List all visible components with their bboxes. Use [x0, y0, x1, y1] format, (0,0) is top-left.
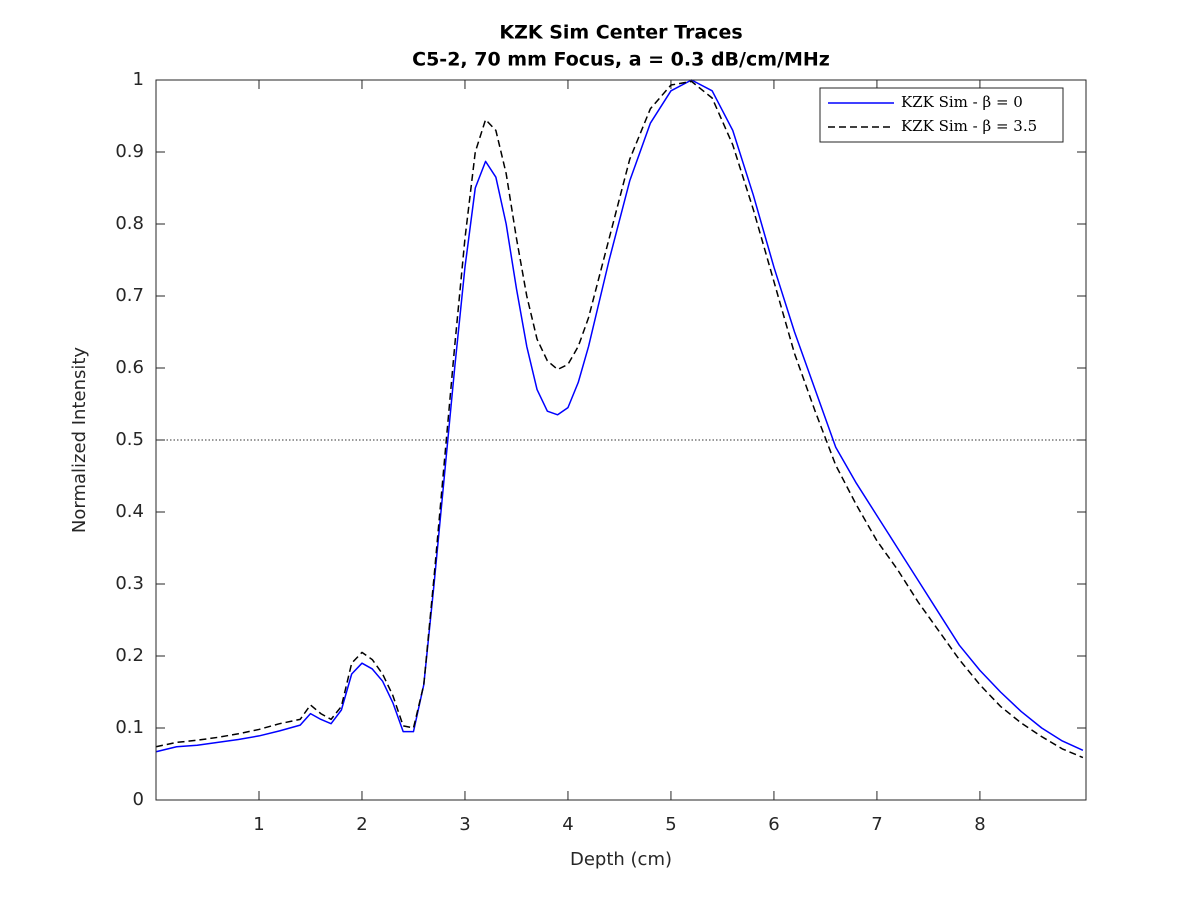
x-tick-label: 5 [665, 814, 676, 835]
x-axis-label: Depth (cm) [570, 849, 672, 870]
y-tick-label: 0.4 [115, 501, 144, 522]
y-tick-label: 0.5 [115, 429, 144, 450]
axes-box [155, 79, 1087, 801]
x-tick-label: 4 [562, 814, 573, 835]
y-tick-label: 1 [133, 69, 144, 90]
y-tick-label: 0.6 [115, 357, 144, 378]
y-tick-label: 0.8 [115, 213, 144, 234]
line-series [155, 79, 1084, 753]
y-tick-label: 0.3 [115, 573, 144, 594]
y-tick-label: 0 [133, 789, 144, 810]
x-tick-label: 2 [356, 814, 367, 835]
legend-box [819, 87, 1064, 143]
x-tick-label: 8 [974, 814, 985, 835]
chart-title: KZK Sim Center Traces [499, 22, 742, 44]
y-tick-label: 0.7 [115, 285, 144, 306]
legend-label: KZK Sim - β = 0 [901, 93, 1023, 111]
x-tick-label: 3 [459, 814, 470, 835]
legend-label: KZK Sim - β = 3.5 [901, 117, 1037, 135]
x-tick-label: 1 [253, 814, 264, 835]
y-tick-label: 0.1 [115, 717, 144, 738]
line-series [155, 80, 1084, 759]
y-axis-label: Normalized Intensity [69, 347, 90, 533]
y-tick-label: 0.2 [115, 645, 144, 666]
y-tick-label: 0.9 [115, 141, 144, 162]
x-tick-label: 6 [768, 814, 779, 835]
chart-subtitle: C5-2, 70 mm Focus, a = 0.3 dB/cm/MHz [412, 49, 830, 71]
x-tick-label: 7 [871, 814, 882, 835]
